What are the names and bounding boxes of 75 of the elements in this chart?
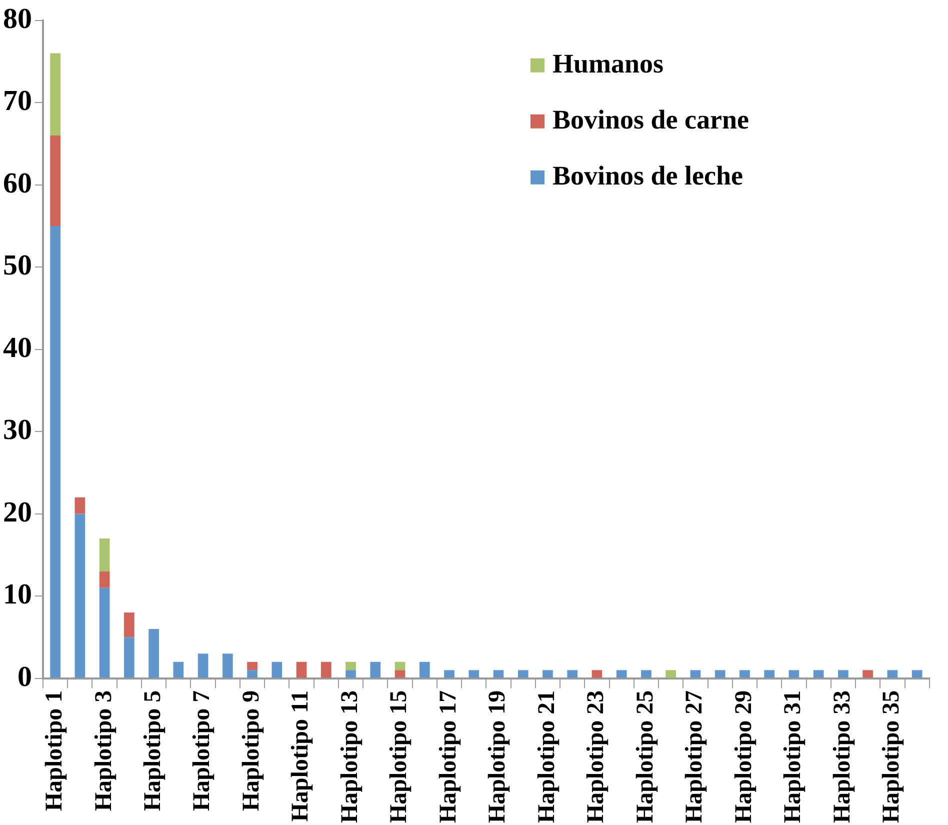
x-tick-label: Haplotipo 29: [730, 690, 757, 824]
bar: [148, 628, 159, 678]
bar: [370, 662, 381, 678]
legend-label: Humanos: [552, 48, 664, 78]
y-tick-label: 50: [3, 250, 32, 282]
bar: [74, 514, 86, 678]
x-tick-label: Haplotipo 9: [238, 690, 264, 812]
bar: [99, 538, 110, 572]
bar: [542, 670, 553, 678]
bar: [862, 670, 873, 678]
x-tick-label: Haplotipo 3: [90, 690, 117, 812]
y-tick-label: 60: [3, 167, 32, 200]
bar: [99, 571, 110, 588]
bar: [714, 670, 726, 678]
x-tick-label: Haplotipo 21: [534, 690, 560, 824]
bar: [838, 670, 848, 678]
bar: [50, 136, 60, 226]
x-tick-label: Haplotipo 31: [780, 690, 806, 824]
x-tick-label: Haplotipo 17: [435, 690, 462, 824]
bar: [616, 670, 627, 678]
y-tick-label: 10: [3, 578, 32, 611]
bar: [788, 670, 800, 678]
bar: [567, 670, 578, 678]
y-tick-label: 20: [3, 496, 32, 528]
bar: [320, 662, 332, 678]
bar: [887, 670, 898, 678]
x-tick-label: Haplotipo 25: [632, 690, 658, 824]
bar: [247, 670, 258, 678]
bar: [813, 670, 824, 678]
x-tick-label: Haplotipo 19: [484, 690, 511, 824]
bar: [518, 670, 528, 678]
bar: [272, 662, 282, 678]
y-tick-label: 80: [3, 2, 32, 35]
bar: [444, 670, 454, 678]
bar: [666, 670, 676, 678]
bar: [173, 662, 184, 678]
y-tick-label: 30: [3, 414, 32, 446]
bar: [198, 654, 208, 678]
bar: [124, 612, 134, 638]
bar: [50, 226, 60, 678]
legend-label: Bovinos de carne: [552, 104, 750, 134]
bar: [764, 670, 775, 678]
bar: [247, 662, 258, 670]
x-tick-label: Haplotipo 35: [878, 690, 905, 824]
bar: [641, 670, 652, 678]
x-tick-label: Haplotipo 15: [386, 690, 412, 824]
x-tick-label: Haplotipo 27: [682, 690, 708, 824]
x-tick-label: Haplotipo 33: [829, 690, 856, 824]
bar: [124, 637, 134, 678]
bar: [912, 670, 922, 678]
bar: [468, 670, 480, 678]
bar: [592, 670, 602, 678]
legend-label: Bovinos de leche: [552, 160, 744, 190]
bar: [346, 662, 356, 670]
bar: [99, 588, 110, 678]
bar: [296, 662, 307, 678]
y-tick-label: 40: [3, 332, 32, 364]
x-tick-label: Haplotipo 1: [42, 690, 68, 812]
bar: [50, 53, 60, 136]
bar: [493, 670, 504, 678]
x-tick-label: Haplotipo 13: [336, 690, 363, 824]
x-tick-label: Haplotipo 5: [140, 690, 166, 812]
bar: [222, 654, 233, 678]
x-tick-label: Haplotipo 11: [288, 690, 314, 822]
x-tick-label: Haplotipo 23: [583, 690, 610, 824]
bar: [419, 662, 430, 678]
bar: [690, 670, 701, 678]
bar: [394, 662, 406, 670]
x-tick-label: Haplotipo 7: [189, 690, 216, 812]
y-tick-label: 0: [18, 660, 32, 693]
y-tick-label: 70: [3, 85, 32, 118]
bar: [740, 670, 750, 678]
bar: [346, 670, 356, 678]
bar: [394, 670, 406, 678]
bar: [74, 497, 86, 514]
